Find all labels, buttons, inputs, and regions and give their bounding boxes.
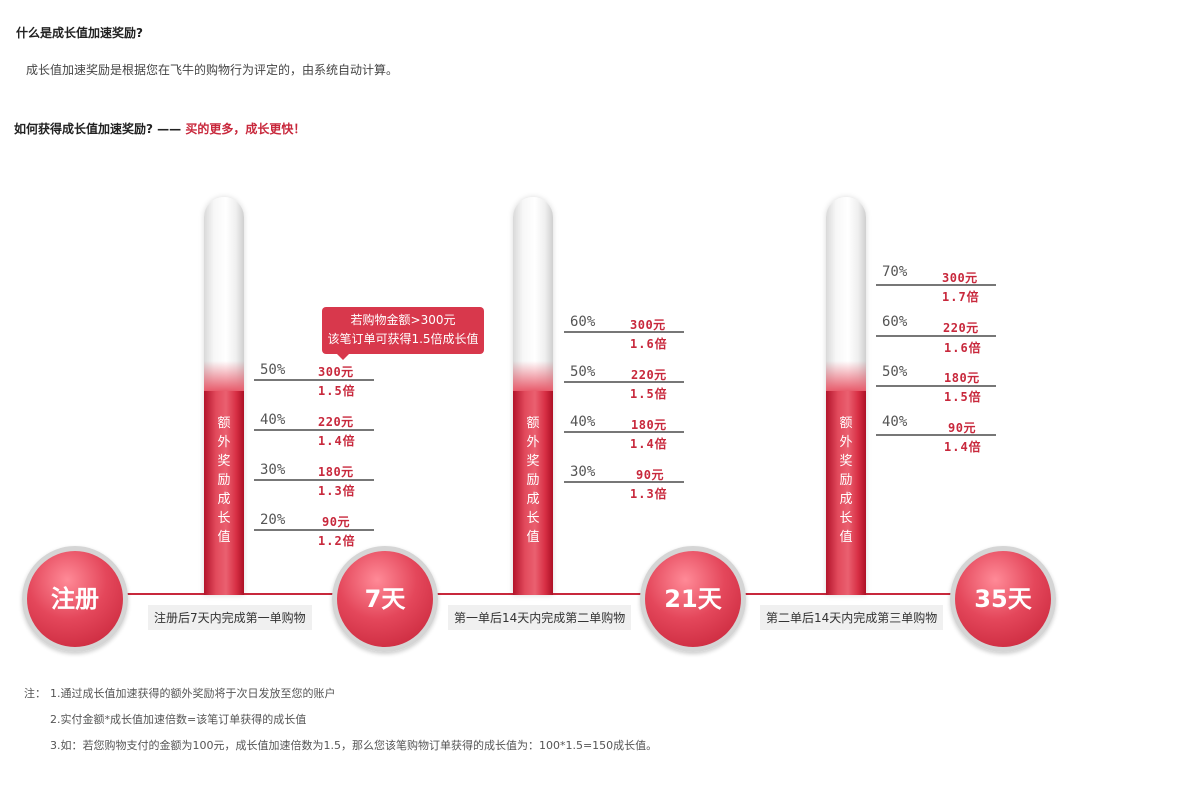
- how-title-highlight: 买的更多，成长更快！: [185, 122, 306, 136]
- tier-amount: 220元: [318, 415, 354, 429]
- tier-multiplier: 1.4倍: [944, 440, 982, 454]
- tier-divider: [564, 381, 684, 383]
- tier-amount: 90元: [322, 515, 350, 529]
- tube-label-2: 额外奖励成长值: [526, 416, 540, 545]
- tier-percent: 70%: [882, 264, 908, 280]
- tier-amount: 220元: [943, 321, 979, 335]
- tier-amount: 180元: [631, 418, 667, 432]
- tier-divider: [876, 335, 996, 337]
- tier-multiplier: 1.2倍: [318, 534, 356, 548]
- thermometer-fill-1: [204, 391, 244, 595]
- tier-amount: 180元: [318, 465, 354, 479]
- section-title-what: 什么是成长值加速奖励?: [16, 26, 143, 40]
- tier-divider: [564, 431, 684, 433]
- tier-percent: 40%: [882, 414, 908, 430]
- tier-percent: 50%: [882, 364, 908, 380]
- tier-divider: [876, 284, 996, 286]
- tier-percent: 60%: [882, 314, 908, 330]
- tier-percent: 30%: [570, 464, 596, 480]
- step-label-2: 第一单后14天内完成第二单购物: [448, 605, 632, 630]
- tube-label-1: 额外奖励成长值: [217, 416, 231, 545]
- tier-multiplier: 1.6倍: [630, 337, 668, 351]
- tier-divider: [254, 479, 374, 481]
- tier-multiplier: 1.4倍: [630, 437, 668, 451]
- tier-amount: 300元: [942, 271, 978, 285]
- thermometer-fill-2: [513, 391, 553, 595]
- section-description: 成长值加速奖励是根据您在飞牛的购物行为评定的，由系统自动计算。: [26, 63, 399, 77]
- tooltip-line-1: 若购物金额>300元: [350, 313, 456, 327]
- tier-percent: 30%: [260, 462, 286, 478]
- tier-amount: 300元: [630, 318, 666, 332]
- tier-amount: 180元: [944, 371, 980, 385]
- tier-divider: [876, 434, 996, 436]
- tier-multiplier: 1.6倍: [944, 341, 982, 355]
- thermometer-tube-1: 额外奖励成长值: [204, 197, 244, 595]
- tier-divider: [564, 331, 684, 333]
- thermometer-fill-3: [826, 391, 866, 595]
- tier-multiplier: 1.3倍: [318, 484, 356, 498]
- tier-amount: 300元: [318, 365, 354, 379]
- tier-multiplier: 1.4倍: [318, 434, 356, 448]
- how-title-text: 如何获得成长值加速奖励? ——: [14, 122, 186, 136]
- tier-percent: 50%: [570, 364, 596, 380]
- tier-multiplier: 1.5倍: [944, 390, 982, 404]
- note-item-2: 2.实付金额*成长值加速倍数=该笔订单获得的成长值: [50, 713, 307, 726]
- tier-amount: 90元: [636, 468, 664, 482]
- tier-multiplier: 1.5倍: [318, 384, 356, 398]
- tier-percent: 40%: [260, 412, 286, 428]
- tier-divider: [254, 529, 374, 531]
- tier-percent: 40%: [570, 414, 596, 430]
- note-item-3: 3.如：若您购物支付的金额为100元，成长值加速倍数为1.5，那么您该笔购物订单…: [50, 739, 658, 752]
- milestone-35-days: 35天: [950, 546, 1056, 652]
- tier-divider: [876, 385, 996, 387]
- thermometer-tube-2: 额外奖励成长值: [513, 197, 553, 595]
- tier-divider: [564, 481, 684, 483]
- step-label-3: 第二单后14天内完成第三单购物: [760, 605, 944, 630]
- tier-percent: 50%: [260, 362, 286, 378]
- tooltip-arrow: [336, 353, 350, 360]
- note-item-1: 1.通过成长值加速获得的额外奖励将于次日发放至您的账户: [50, 687, 336, 700]
- tier-percent: 20%: [260, 512, 286, 528]
- thermometer-tube-3: 额外奖励成长值: [826, 197, 866, 595]
- milestone-register: 注册: [22, 546, 128, 652]
- tier-percent: 60%: [570, 314, 596, 330]
- milestone-7-days: 7天: [332, 546, 438, 652]
- step-label-1: 注册后7天内完成第一单购物: [148, 605, 312, 630]
- section-title-how: 如何获得成长值加速奖励? —— 买的更多，成长更快！: [14, 120, 305, 137]
- tier-divider: [254, 379, 374, 381]
- tier-multiplier: 1.3倍: [630, 487, 668, 501]
- milestone-21-days: 21天: [640, 546, 746, 652]
- tooltip-callout: 若购物金额>300元 该笔订单可获得1.5倍成长值: [322, 307, 484, 354]
- tier-divider: [254, 429, 374, 431]
- tier-amount: 90元: [948, 421, 976, 435]
- tier-amount: 220元: [631, 368, 667, 382]
- tier-multiplier: 1.7倍: [942, 290, 980, 304]
- tier-multiplier: 1.5倍: [630, 387, 668, 401]
- tube-label-3: 额外奖励成长值: [839, 416, 853, 545]
- tooltip-line-2: 该笔订单可获得1.5倍成长值: [327, 332, 479, 346]
- notes-prefix: 注：: [24, 687, 46, 700]
